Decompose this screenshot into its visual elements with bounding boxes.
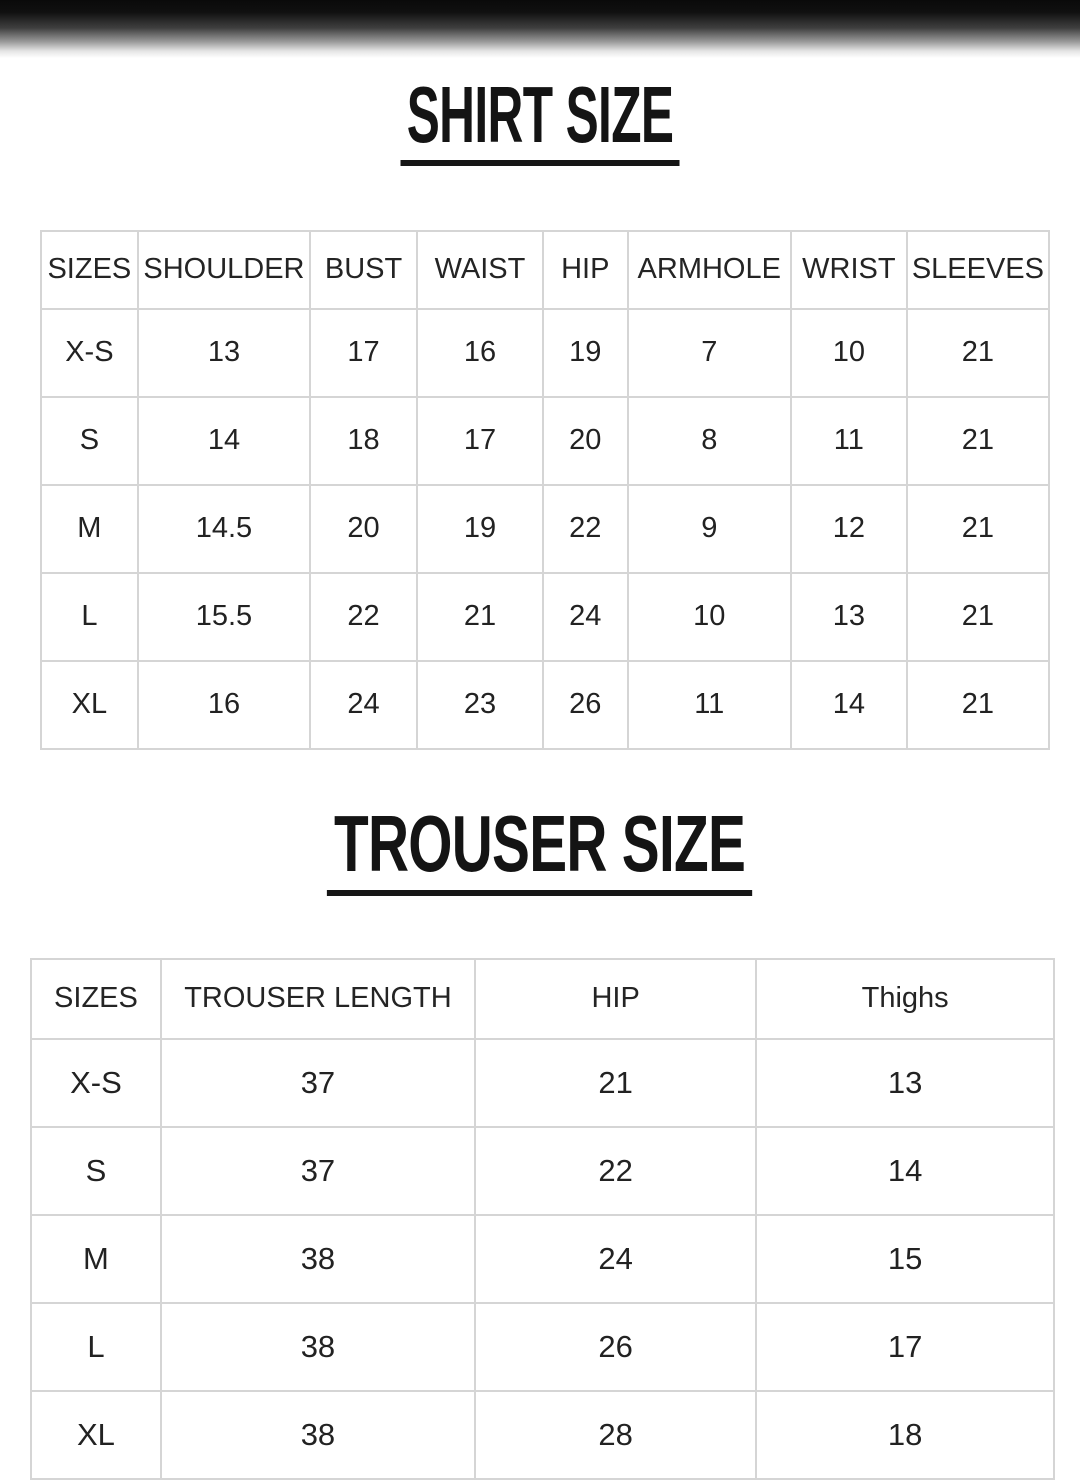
shirt-cell: 13: [789, 571, 908, 662]
trouser-title-row: TROUSER SIZE: [0, 750, 1080, 950]
shirt-cell: 26: [541, 659, 629, 750]
shirt-cell: 17: [415, 395, 544, 486]
shirt-cell: 20: [541, 395, 629, 486]
shirt-col-header-hip: HIP: [541, 229, 629, 310]
trouser-row-label: X-S: [30, 1037, 162, 1128]
shirt-header-row: SIZES SHOULDER BUST WAIST HIP ARMHOLE WR…: [40, 229, 1051, 310]
shirt-cell: 11: [789, 395, 908, 486]
trouser-row-label: XL: [30, 1389, 162, 1480]
shirt-col-header-wrist: WRIST: [789, 229, 908, 310]
shirt-cell: 21: [905, 483, 1051, 574]
trouser-row-label: L: [30, 1301, 162, 1392]
shirt-cell: 10: [789, 307, 908, 398]
shirt-cell: 15.5: [136, 571, 312, 662]
shirt-cell: 12: [789, 483, 908, 574]
trouser-cell: 22: [473, 1125, 758, 1216]
trouser-size-title: TROUSER SIZE: [327, 804, 753, 896]
shirt-cell: 11: [626, 659, 792, 750]
trouser-cell: 14: [755, 1125, 1055, 1216]
table-row: M 38 24 15: [30, 1213, 1055, 1304]
shirt-cell: 14: [789, 659, 908, 750]
table-row: L 38 26 17: [30, 1301, 1055, 1392]
trouser-cell: 15: [755, 1213, 1055, 1304]
shirt-row-label: S: [40, 395, 139, 486]
shirt-row-label: XL: [40, 659, 139, 750]
shirt-cell: 10: [626, 571, 792, 662]
shirt-size-section: SHIRT SIZE SIZES SHOULDER BUST WAIST HIP…: [0, 0, 1080, 750]
shirt-cell: 9: [626, 483, 792, 574]
trouser-col-header-length: TROUSER LENGTH: [159, 957, 476, 1040]
trouser-cell: 17: [755, 1301, 1055, 1392]
table-row: XL 16 24 23 26 11 14 21: [40, 659, 1051, 750]
table-row: S 14 18 17 20 8 11 21: [40, 395, 1051, 486]
trouser-cell: 24: [473, 1213, 758, 1304]
shirt-col-header-bust: BUST: [309, 229, 418, 310]
trouser-cell: 38: [159, 1213, 476, 1304]
trouser-header-row: SIZES TROUSER LENGTH HIP Thighs: [30, 957, 1055, 1040]
shirt-cell: 22: [309, 571, 418, 662]
table-row: L 15.5 22 21 24 10 13 21: [40, 571, 1051, 662]
trouser-cell: 26: [473, 1301, 758, 1392]
table-row: X-S 37 21 13: [30, 1037, 1055, 1128]
table-row: M 14.5 20 19 22 9 12 21: [40, 483, 1051, 574]
shirt-cell: 24: [309, 659, 418, 750]
shirt-cell: 14: [136, 395, 312, 486]
trouser-size-section: TROUSER SIZE SIZES TROUSER LENGTH HIP Th…: [0, 750, 1080, 1480]
shirt-cell: 16: [136, 659, 312, 750]
shirt-cell: 21: [905, 659, 1051, 750]
trouser-cell: 18: [755, 1389, 1055, 1480]
shirt-col-header-armhole: ARMHOLE: [626, 229, 792, 310]
shirt-col-header-sizes: SIZES: [40, 229, 139, 310]
trouser-row-label: S: [30, 1125, 162, 1216]
shirt-cell: 17: [309, 307, 418, 398]
shirt-cell: 21: [905, 307, 1051, 398]
shirt-cell: 13: [136, 307, 312, 398]
shirt-cell: 18: [309, 395, 418, 486]
shirt-size-table: SIZES SHOULDER BUST WAIST HIP ARMHOLE WR…: [40, 229, 1051, 750]
shirt-row-label: X-S: [40, 307, 139, 398]
trouser-cell: 21: [473, 1037, 758, 1128]
shirt-cell: 23: [415, 659, 544, 750]
trouser-col-header-sizes: SIZES: [30, 957, 162, 1040]
trouser-cell: 38: [159, 1389, 476, 1480]
trouser-col-header-hip: HIP: [473, 957, 758, 1040]
shirt-title-row: SHIRT SIZE: [0, 0, 1080, 220]
shirt-cell: 16: [415, 307, 544, 398]
trouser-cell: 38: [159, 1301, 476, 1392]
shirt-cell: 21: [415, 571, 544, 662]
table-row: X-S 13 17 16 19 7 10 21: [40, 307, 1051, 398]
trouser-cell: 13: [755, 1037, 1055, 1128]
shirt-col-header-waist: WAIST: [415, 229, 544, 310]
shirt-col-header-shoulder: SHOULDER: [136, 229, 312, 310]
shirt-cell: 7: [626, 307, 792, 398]
shirt-cell: 24: [541, 571, 629, 662]
shirt-cell: 22: [541, 483, 629, 574]
shirt-cell: 8: [626, 395, 792, 486]
shirt-row-label: L: [40, 571, 139, 662]
shirt-row-label: M: [40, 483, 139, 574]
trouser-size-table: SIZES TROUSER LENGTH HIP Thighs X-S 37 2…: [30, 957, 1055, 1480]
table-row: XL 38 28 18: [30, 1389, 1055, 1480]
shirt-cell: 19: [541, 307, 629, 398]
shirt-size-title: SHIRT SIZE: [400, 74, 680, 167]
shirt-cell: 20: [309, 483, 418, 574]
trouser-row-label: M: [30, 1213, 162, 1304]
shirt-cell: 19: [415, 483, 544, 574]
shirt-col-header-sleeves: SLEEVES: [905, 229, 1051, 310]
shirt-cell: 21: [905, 395, 1051, 486]
trouser-cell: 37: [159, 1125, 476, 1216]
trouser-cell: 28: [473, 1389, 758, 1480]
table-row: S 37 22 14: [30, 1125, 1055, 1216]
shirt-cell: 21: [905, 571, 1051, 662]
trouser-col-header-thighs: Thighs: [755, 957, 1055, 1040]
shirt-cell: 14.5: [136, 483, 312, 574]
trouser-cell: 37: [159, 1037, 476, 1128]
